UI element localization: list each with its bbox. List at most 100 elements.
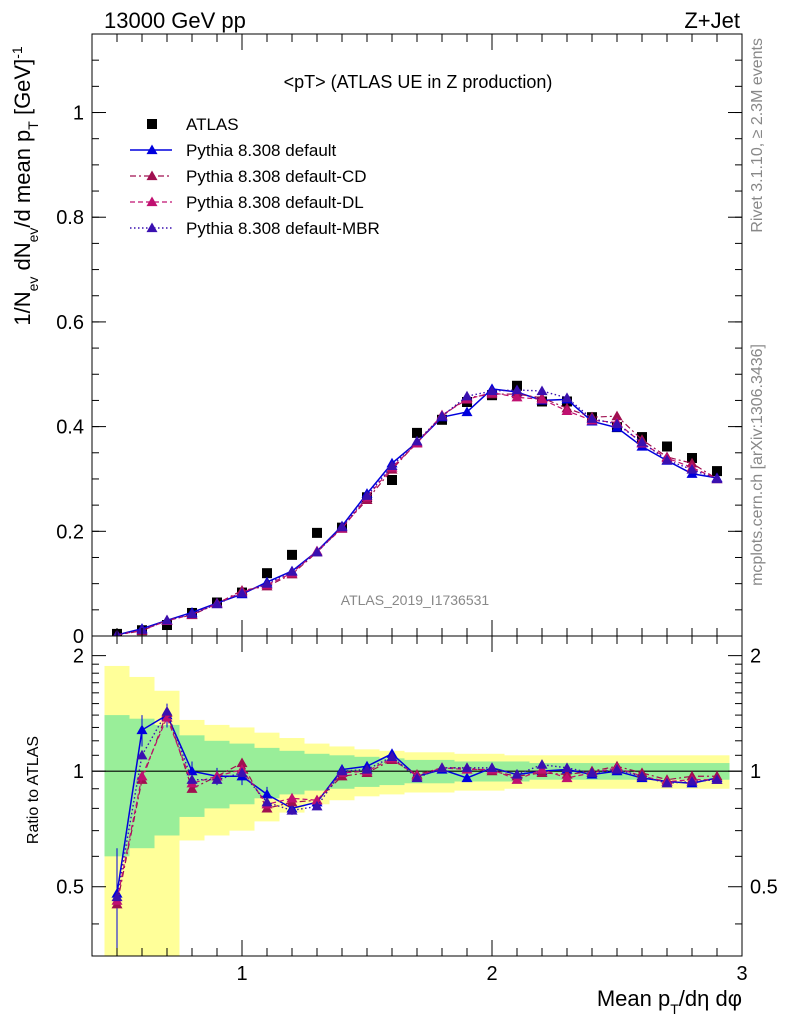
ratio-pythia-8-308-default-mbr-point-7 xyxy=(286,804,298,815)
legend-pythia-8-308-default-dl-marker xyxy=(146,196,158,207)
ratio-y-axis-label-text: Ratio to ATLAS xyxy=(25,736,42,844)
pythia-8-308-default-point-14 xyxy=(461,406,473,417)
x-tick-label-1: 2 xyxy=(486,963,497,985)
ratio-y-tick-label-1: 1 xyxy=(73,761,84,783)
legend-pythia-8-308-default-cd-marker xyxy=(146,170,158,181)
pythia-8-308-default-mbr-point-22 xyxy=(661,454,673,465)
pythia-8-308-default-mbr-point-7 xyxy=(286,566,298,576)
header-left-text: 13000 GeV pp xyxy=(104,8,246,33)
pythia-8-308-default-mbr-point-21 xyxy=(636,436,648,447)
ratio-y-tick-label-right-2: 2 xyxy=(750,646,761,668)
ratio-pythia-8-308-default-mbr-point-13 xyxy=(436,762,448,773)
ratio-y-tick-label-0: 0.5 xyxy=(56,877,84,899)
ratio-plot-axes: 0.5 0.5 1 1 2 2 1 2 3 xyxy=(56,635,778,985)
ratio-pythia-8-308-default-dl-point-2 xyxy=(161,711,173,722)
ratio-pythia-8-308-default-mbr-point-21 xyxy=(636,770,648,781)
ratio-pythia-8-308-default-dl-point-17 xyxy=(536,764,548,774)
legend-atlas-marker xyxy=(147,119,157,129)
ratio-pythia-8-308-default-point-14 xyxy=(461,772,473,783)
ratio-pythia-8-308-default-dl-point-7 xyxy=(286,792,298,803)
atlas-point-24 xyxy=(712,466,722,477)
ratio-pythia-8-308-default-cd-point-5 xyxy=(236,757,248,768)
ratio-pythia-8-308-default-mbr-point-12 xyxy=(411,772,423,783)
x-tick-label-2: 3 xyxy=(736,963,747,985)
ratio-y-tick-label-right-0: 0.5 xyxy=(750,877,778,899)
pythia-8-308-default-mbr-point-2 xyxy=(161,614,173,625)
atlas-point-11 xyxy=(387,475,397,486)
main-plot-axes: 0 0.2 0.4 0.6 0.8 1 xyxy=(56,33,743,648)
atlas-point-6 xyxy=(262,568,272,579)
ratio-plot-panel: 0.5 0.5 1 1 2 2 1 2 3 xyxy=(56,635,778,985)
inner-band-2 xyxy=(154,724,180,836)
ratio-pythia-8-308-default-point-1 xyxy=(136,724,148,735)
rivet-side-text: Rivet 3.1.10, ≥ 2.3M events xyxy=(749,38,766,233)
ratio-pythia-8-308-default-mbr-point-18 xyxy=(561,762,573,773)
inner-band-0 xyxy=(104,715,130,857)
analysis-id-label: ATLAS_2019_I1736531 xyxy=(341,592,490,608)
rivet-side-label: Rivet 3.1.10, ≥ 2.3M events xyxy=(749,38,766,233)
legend-atlas-label: ATLAS xyxy=(186,115,239,134)
main-y-tick-label-1: 0.2 xyxy=(56,521,84,543)
pythia-8-308-default-mbr-point-19 xyxy=(586,413,598,423)
pythia-8-308-default-mbr-point-4 xyxy=(211,598,223,609)
legend-pythia-8-308-default-dl-label: Pythia 8.308 default-DL xyxy=(186,193,364,212)
pythia-8-308-default-mbr-point-24 xyxy=(711,473,723,484)
pythia-8-308-default-mbr-point-12 xyxy=(411,435,423,446)
main-y-axis-label-text: 1/Nev dNev/d mean pT [GeV]-1 xyxy=(9,46,41,326)
ratio-pythia-8-308-default-mbr-point-9 xyxy=(336,765,348,776)
ratio-pythia-8-308-default-mbr-point-4 xyxy=(211,774,223,784)
pythia-8-308-default-mbr-point-6 xyxy=(261,578,273,588)
ratio-pythia-8-308-default-mbr-point-19 xyxy=(586,767,598,777)
ratio-pythia-8-308-default-mbr-point-11 xyxy=(386,751,398,761)
ratio-plot-marks xyxy=(92,665,742,956)
ratio-pythia-8-308-default-mbr-point-16 xyxy=(511,769,523,779)
ratio-pythia-8-308-default-mbr-point-14 xyxy=(461,762,473,773)
ratio-pythia-8-308-default-point-3 xyxy=(186,765,198,776)
pythia-8-308-default-mbr-point-5 xyxy=(236,587,248,598)
pythia-8-308-default-mbr-point-17 xyxy=(536,385,548,396)
legend-pythia-8-308-default-mbr-marker xyxy=(146,222,158,233)
ratio-pythia-8-308-default-mbr-point-8 xyxy=(311,800,323,811)
ratio-pythia-8-308-default-dl-point-16 xyxy=(511,774,523,784)
pythia-8-308-default-mbr-point-20 xyxy=(611,418,623,429)
ratio-pythia-8-308-default-mbr-point-20 xyxy=(611,764,623,774)
main-y-axis-label: 1/Nev dNev/d mean pT [GeV]-1 xyxy=(9,46,41,326)
legend-pythia-8-308-default-label: Pythia 8.308 default xyxy=(186,141,337,160)
atlas-point-8 xyxy=(312,527,322,538)
atlas-point-7 xyxy=(287,549,297,560)
main-y-tick-label-0: 0 xyxy=(73,626,84,648)
header-right-text: Z+Jet xyxy=(684,8,740,33)
ratio-pythia-8-308-default-mbr-point-22 xyxy=(661,777,673,788)
pythia-8-308-default-dl-point-16 xyxy=(511,391,523,402)
legend-pythia-8-308-default-marker xyxy=(146,144,158,155)
pythia-8-308-default-mbr-point-15 xyxy=(486,385,498,396)
inner-band-8 xyxy=(304,753,330,791)
plot-title: <pT> (ATLAS UE in Z production) xyxy=(284,72,553,92)
inner-band-7 xyxy=(279,750,305,795)
ratio-pythia-8-308-default-mbr-point-0 xyxy=(111,891,123,902)
atlas-point-12 xyxy=(412,427,422,438)
legend-pythia-8-308-default-cd-label: Pythia 8.308 default-CD xyxy=(186,167,367,186)
pythia-8-308-default-mbr-point-10 xyxy=(361,490,373,500)
ratio-pythia-8-308-default-mbr-point-3 xyxy=(186,774,198,784)
atlas-point-22 xyxy=(662,441,672,452)
ratio-pythia-8-308-default-dl-point-1 xyxy=(136,770,148,781)
atlas-point-2 xyxy=(162,620,172,631)
ratio-pythia-8-308-default-mbr-point-23 xyxy=(686,775,698,786)
x-tick-label-0: 1 xyxy=(236,963,247,985)
pythia-8-308-default-mbr-point-8 xyxy=(311,546,323,557)
ratio-pythia-8-308-default-mbr-point-15 xyxy=(486,762,498,773)
pythia-8-308-default-mbr-point-18 xyxy=(561,392,573,402)
main-plot-marks xyxy=(112,380,723,636)
pythia-8-308-default-mbr-point-14 xyxy=(461,390,473,401)
pythia-8-308-default-dl-point-17 xyxy=(536,393,548,404)
main-plot-panel: 0 0.2 0.4 0.6 0.8 1 <pT> (ATLAS UE in Z produ… xyxy=(56,33,743,648)
pythia-8-308-default-mbr-point-16 xyxy=(511,384,523,395)
ratio-pythia-8-308-default-dl-point-18 xyxy=(561,772,573,783)
pythia-8-308-default-mbr-point-11 xyxy=(386,460,398,470)
main-y-tick-label-5: 1 xyxy=(73,103,84,125)
main-y-tick-label-3: 0.6 xyxy=(56,312,84,334)
x-axis-label: Mean pT/dη dφ xyxy=(597,986,742,1017)
main-y-tick-label-4: 0.8 xyxy=(56,207,84,229)
